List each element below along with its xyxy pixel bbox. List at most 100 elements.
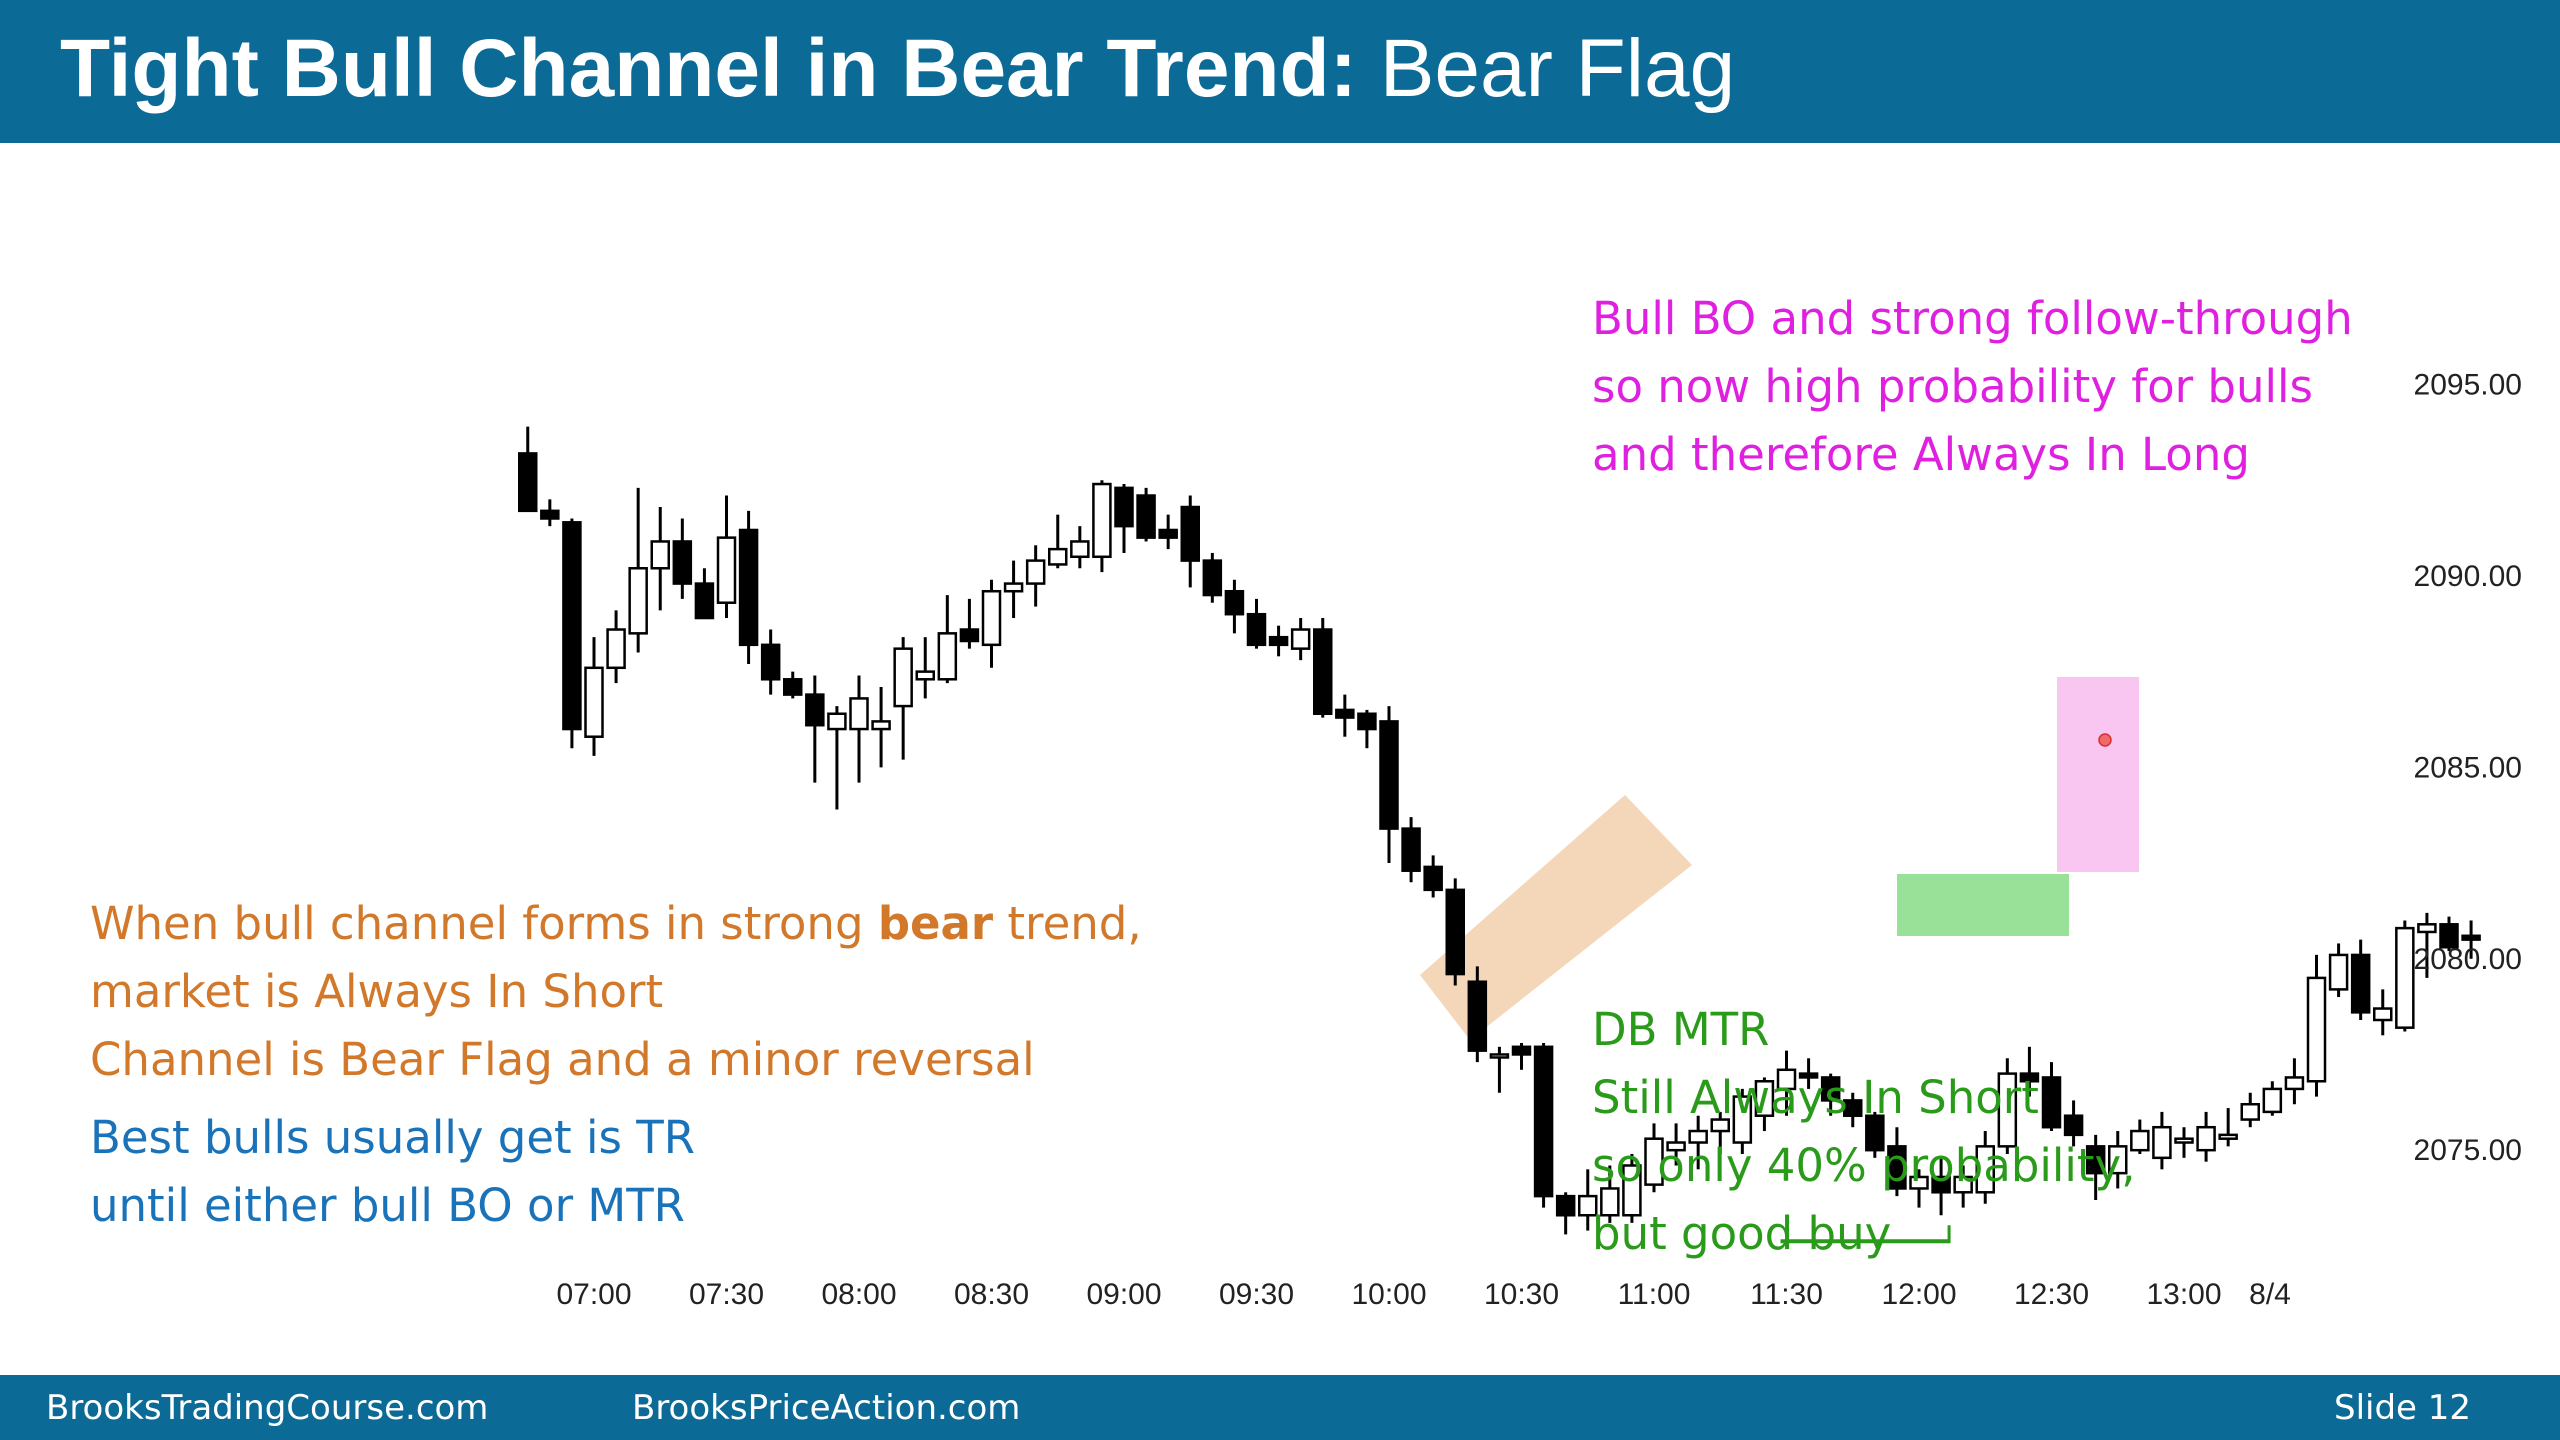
candle-body-bear — [2439, 923, 2459, 949]
footer-bar — [0, 1375, 2560, 1440]
db-mtr-line-4: but good buy — [1592, 1207, 1892, 1260]
candle — [1202, 552, 1223, 603]
candle-body-bear — [1865, 1114, 1885, 1152]
candle — [871, 686, 891, 768]
candle — [1578, 1169, 1598, 1231]
candle — [2041, 1062, 2062, 1132]
candle-body-bull — [2130, 1129, 2150, 1152]
candle — [1710, 1111, 1730, 1155]
candle — [937, 595, 958, 684]
candle — [2019, 1046, 2040, 1097]
candle — [1997, 1058, 2018, 1155]
best-bulls-line-2: until either bull BO or MTR — [90, 1179, 685, 1232]
candle-body-bear — [1445, 888, 1465, 976]
candle — [1467, 966, 1488, 1063]
bear-flag-line-1: When bull channel forms in strong bear t… — [90, 890, 1142, 958]
candle-body-bull — [1600, 1187, 1620, 1217]
candle — [893, 637, 913, 760]
candle — [2461, 920, 2481, 959]
candle-body-bull — [1644, 1137, 1664, 1186]
candle — [1268, 625, 1289, 657]
candle — [2108, 1131, 2128, 1189]
slide-title: Tight Bull Channel in Bear Trend: Bear F… — [60, 22, 1735, 116]
candle-body-bear — [672, 540, 693, 585]
candle — [606, 610, 626, 684]
best-bulls-annotation: Best bulls usually get is TR until eithe… — [90, 1104, 695, 1240]
candle — [1887, 1127, 1907, 1197]
candle-body-bull — [981, 589, 1002, 647]
bull-breakout-line-3: and therefore Always In Long — [1592, 428, 2250, 481]
candle — [1555, 1192, 1576, 1235]
candle-body-bull — [871, 720, 891, 731]
candle-body-bull — [1688, 1129, 1708, 1144]
candle-body-bull — [2174, 1137, 2194, 1144]
candle-body-bull — [2196, 1125, 2216, 1152]
candle — [1158, 514, 1178, 550]
candle-body-bull — [1622, 1164, 1642, 1217]
candle-body-bear — [1379, 720, 1399, 830]
candle-body-bear — [1931, 1175, 1951, 1194]
candle — [981, 579, 1002, 668]
candle-body-bull — [606, 628, 626, 670]
best-bulls-line-1: Best bulls usually get is TR — [90, 1111, 695, 1164]
candle-body-bear — [805, 693, 825, 727]
candle — [1445, 878, 1465, 986]
footer-site-link[interactable]: BrooksPriceAction.com — [632, 1388, 1021, 1428]
x-tick-label: 11:00 — [1618, 1278, 1691, 1311]
candle — [518, 426, 538, 513]
bear-flag-channel-highlight — [1420, 795, 1692, 1040]
candle — [1401, 817, 1421, 883]
candle — [1644, 1123, 1664, 1193]
db-mtr-line-2: Still Always In Short — [1592, 1071, 2039, 1124]
candle-body-bear — [540, 509, 560, 520]
candle-body-bear — [1313, 628, 1333, 715]
candle — [1313, 618, 1333, 718]
bear-flag-line-3: Channel is Bear Flag and a minor reversa… — [90, 1033, 1035, 1086]
candle — [2196, 1111, 2216, 1162]
candle-body-bear — [2350, 953, 2371, 1014]
candle — [1909, 1169, 1929, 1208]
candle — [1622, 1154, 1642, 1223]
candle-body-bull — [893, 647, 913, 708]
candle-body-bull — [716, 536, 737, 604]
candle-body-bear — [783, 678, 803, 696]
candle — [1489, 1046, 1510, 1093]
candle-body-bear — [1423, 865, 1443, 892]
candle — [1180, 495, 1200, 588]
candle-body-bear — [1887, 1145, 1907, 1190]
candle — [1048, 514, 1068, 569]
candle-body-bear — [1555, 1194, 1576, 1217]
candle — [1290, 618, 1311, 661]
candle-body-bear — [1401, 827, 1421, 872]
candle-body-bull — [584, 666, 604, 738]
candle-body-bull — [1909, 1175, 1929, 1190]
candle-body-bull — [2284, 1076, 2305, 1091]
bull-breakout-line-2: so now high probability for bulls — [1592, 360, 2313, 413]
candle — [2284, 1058, 2305, 1105]
candle-body-bear — [1467, 980, 1488, 1052]
candle — [2306, 954, 2327, 1097]
title-bar — [0, 0, 2560, 143]
candle — [827, 706, 847, 810]
candles — [518, 426, 2481, 1235]
candle — [738, 510, 759, 664]
candle-body-bear — [1798, 1072, 1819, 1079]
candle-body-bear — [1335, 708, 1355, 719]
candle-body-bear — [562, 521, 582, 731]
candle — [1003, 560, 1024, 619]
candle — [1136, 487, 1156, 542]
candle — [1357, 709, 1377, 749]
candle — [1776, 1050, 1797, 1116]
annotation-lines — [1780, 733, 2112, 1244]
x-axis-labels: 07:00 07:30 08:00 08:30 09:00 09:30 10:00 10:30… — [556, 1278, 2290, 1311]
candle-body-bear — [1820, 1076, 1841, 1102]
x-tick-label: 08:30 — [954, 1278, 1029, 1311]
breakout-marker — [2098, 733, 2112, 747]
footer-course-link[interactable]: BrooksTradingCourse.com — [46, 1388, 489, 1428]
green-bars-highlight — [1897, 874, 2069, 936]
candle — [1931, 1157, 1951, 1216]
candle — [716, 495, 737, 619]
candle-body-bull — [2373, 1007, 2393, 1022]
x-tick-label: 07:30 — [689, 1278, 764, 1311]
candle-body-bear — [2041, 1076, 2062, 1129]
